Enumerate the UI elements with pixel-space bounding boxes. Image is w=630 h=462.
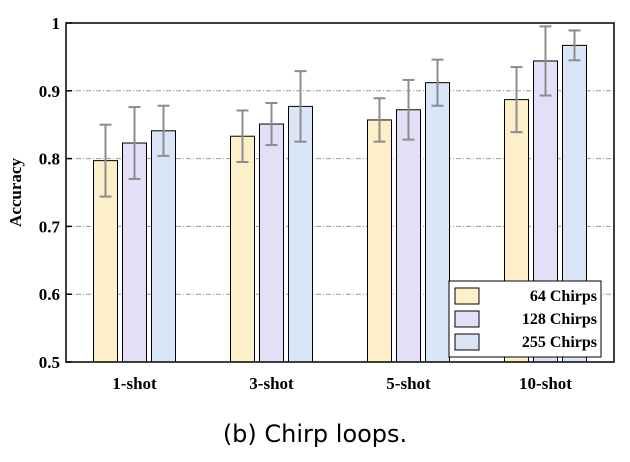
bar [425, 82, 450, 363]
bar [367, 119, 392, 363]
legend: 64 Chirps 128 Chirps 255 Chirps [448, 280, 602, 358]
figure-caption: (b) Chirp loops. [222, 420, 408, 448]
bar [396, 109, 421, 363]
x-tick-label: 5-shot [386, 374, 431, 393]
legend-label: 64 Chirps [530, 288, 597, 305]
x-tick-label: 3-shot [249, 374, 294, 393]
x-tick-label: 10-shot [519, 374, 572, 393]
y-tick-label: 0.5 [39, 353, 60, 372]
bar [259, 123, 284, 363]
x-tick-label: 1-shot [112, 374, 157, 393]
y-tick-label: 0.9 [39, 82, 60, 101]
legend-label: 255 Chirps [522, 334, 597, 351]
plot-frame [65, 22, 615, 363]
bar [151, 130, 176, 363]
y-tick-label: 0.6 [39, 285, 60, 304]
legend-swatch [454, 287, 480, 305]
legend-label: 128 Chirps [522, 311, 597, 328]
legend-swatch [454, 333, 480, 351]
y-axis-title: Accuracy [6, 158, 25, 227]
bar [230, 135, 255, 363]
legend-swatch [454, 310, 480, 328]
y-tick-label: 0.8 [39, 150, 60, 169]
bar-chart: 1-shot 3-shot 5-shot 10-shot 0.5 0.6 0.7 0.8 0.9… [6, 14, 615, 393]
y-tick-label: 1 [52, 14, 61, 33]
bar [288, 105, 313, 363]
y-tick-label: 0.7 [39, 217, 61, 236]
